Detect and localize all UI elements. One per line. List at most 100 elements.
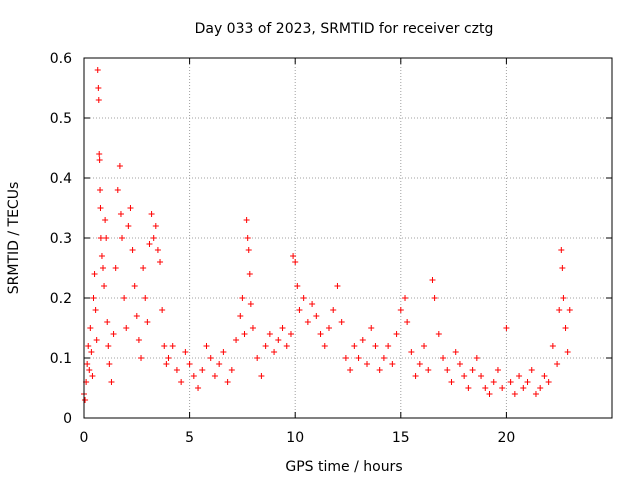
x-tick-label: 10 [286, 430, 304, 446]
data-point [86, 367, 93, 373]
data-point [216, 361, 223, 367]
data-point [556, 307, 563, 313]
data-point [95, 85, 102, 91]
plot-frame [83, 57, 613, 419]
data-point [429, 277, 436, 283]
data-point [317, 331, 324, 337]
data-point [121, 295, 128, 301]
data-point [321, 343, 328, 349]
data-point [562, 325, 569, 331]
data-point [237, 313, 244, 319]
data-point [220, 349, 227, 355]
data-point [163, 361, 170, 367]
data-point [376, 367, 383, 373]
data-point [125, 223, 132, 229]
data-point [173, 367, 180, 373]
data-point [127, 205, 134, 211]
data-point [262, 343, 269, 349]
data-point [560, 295, 567, 301]
data-point [95, 97, 102, 103]
axis-ticks: 0 0.1 0.2 0.3 0.4 0.5 0.6 0 5 10 15 20 [50, 51, 612, 446]
data-point [140, 265, 147, 271]
data-point [243, 217, 250, 223]
data-point [393, 331, 400, 337]
data-point [275, 337, 282, 343]
data-point [116, 163, 123, 169]
data-point [84, 361, 91, 367]
data-point [117, 211, 124, 217]
data-point [233, 337, 240, 343]
data-point [178, 379, 185, 385]
data-point [549, 343, 556, 349]
data-point [144, 319, 151, 325]
chart-title: Day 033 of 2023, SRMTID for receiver czt… [195, 21, 494, 37]
data-point [290, 253, 297, 259]
data-point [148, 211, 155, 217]
data-point [412, 373, 419, 379]
data-point [169, 343, 176, 349]
data-point [110, 331, 117, 337]
data-point [195, 385, 202, 391]
data-point [104, 319, 111, 325]
data-point [359, 337, 366, 343]
data-point [157, 259, 164, 265]
data-point [554, 361, 561, 367]
data-point [182, 349, 189, 355]
data-point [408, 349, 415, 355]
data-point [300, 295, 307, 301]
data-point [97, 187, 104, 193]
data-point [98, 253, 105, 259]
data-point [119, 235, 126, 241]
data-point [524, 379, 531, 385]
data-point [559, 265, 566, 271]
data-point [246, 271, 253, 277]
data-point [516, 373, 523, 379]
data-point [97, 235, 104, 241]
data-point [211, 373, 218, 379]
data-point [186, 361, 193, 367]
data-point [380, 355, 387, 361]
data-point [266, 331, 273, 337]
data-point [97, 205, 104, 211]
data-point [239, 295, 246, 301]
data-point [292, 259, 299, 265]
data-point [469, 367, 476, 373]
data-point [490, 379, 497, 385]
data-point [416, 361, 423, 367]
data-point [279, 325, 286, 331]
data-point [532, 391, 539, 397]
data-point [283, 343, 290, 349]
data-point [135, 337, 142, 343]
data-point [123, 325, 130, 331]
data-point [258, 373, 265, 379]
data-point [435, 331, 442, 337]
data-point [397, 307, 404, 313]
data-point [271, 349, 278, 355]
data-point [566, 307, 573, 313]
data-point [440, 355, 447, 361]
data-point [87, 325, 94, 331]
data-point [92, 307, 99, 313]
data-point [114, 187, 121, 193]
data-point [494, 367, 501, 373]
data-point [101, 283, 108, 289]
y-tick-label: 0.1 [50, 351, 72, 367]
data-point [249, 325, 256, 331]
data-point [507, 379, 514, 385]
data-point [254, 355, 261, 361]
data-point [102, 217, 109, 223]
data-points [81, 67, 573, 403]
data-point [368, 325, 375, 331]
data-point [105, 343, 112, 349]
y-tick-label: 0.2 [50, 291, 72, 307]
x-tick-label: 0 [80, 430, 89, 446]
data-point [228, 367, 235, 373]
data-point [224, 379, 231, 385]
data-point [334, 283, 341, 289]
data-point [465, 385, 472, 391]
data-point [325, 325, 332, 331]
data-point [404, 319, 411, 325]
data-point [150, 235, 157, 241]
data-point [304, 319, 311, 325]
